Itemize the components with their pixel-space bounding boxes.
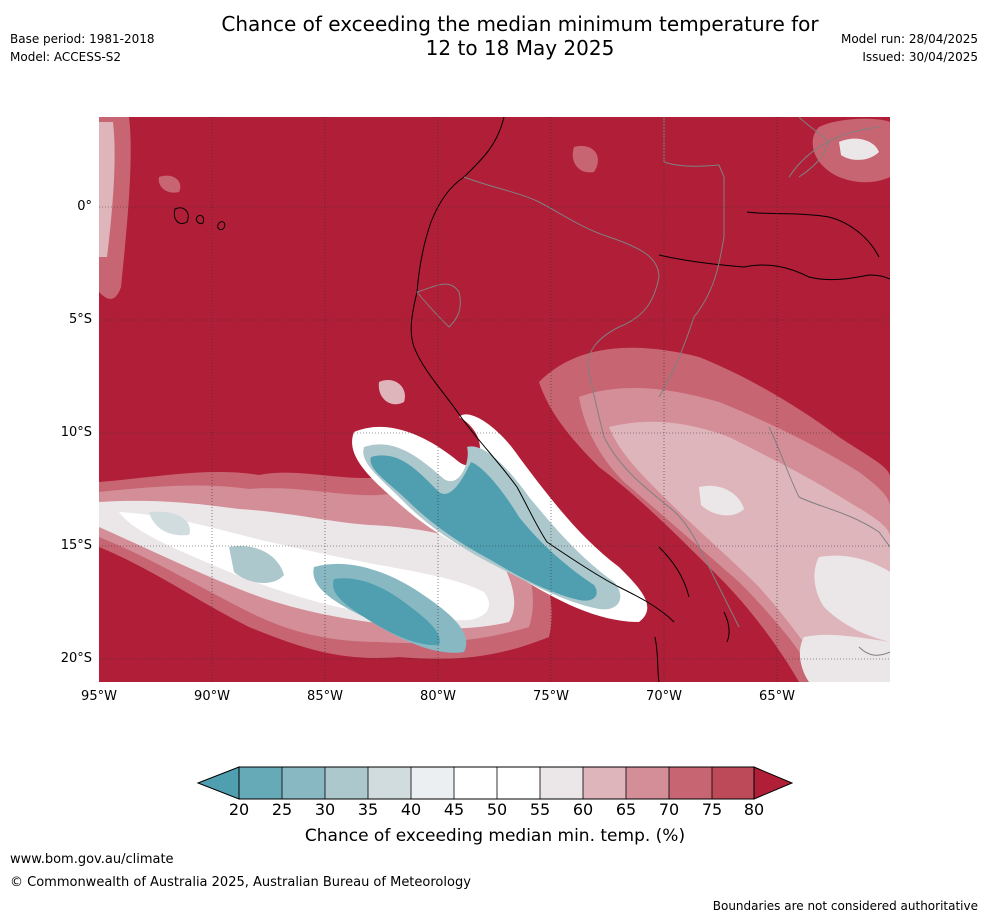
lon-label-75w: 75°W [533, 689, 569, 704]
colorbar-tick-75: 75 [701, 800, 723, 819]
colorbar-bin-50-55 [497, 767, 540, 799]
border-brazil-bolivia [768, 426, 890, 548]
colorbar-frame [238, 766, 755, 800]
colorbar-tick-45: 45 [443, 800, 465, 819]
colorbar-title: Chance of exceeding median min. temp. (%… [304, 826, 686, 846]
colorbar-bin-45-50 [454, 767, 497, 799]
colorbar-bin-70-75 [669, 767, 712, 799]
amazon-river [743, 264, 890, 281]
lake-titicaca-outline [654, 546, 730, 682]
galapagos-islands [173, 207, 226, 230]
colorbar-bin-40-45 [411, 767, 454, 799]
colorbar-tick-20: 20 [228, 800, 250, 819]
south-america-coastline [410, 117, 675, 623]
map-gridlines [99, 117, 890, 682]
sw-blob-35 [229, 546, 284, 583]
colorbar-tick-55: 55 [529, 800, 551, 819]
model-name: Model: ACCESS-S2 [10, 50, 122, 64]
border-colombia-peru [463, 176, 660, 438]
lat-label-20s: 20°S [60, 651, 92, 666]
border-ecuador-peru [416, 283, 461, 328]
lon-label-95w: 95°W [81, 689, 117, 704]
colorbar-bin-75-80 [712, 767, 754, 799]
colorbar-tick-50: 50 [486, 800, 508, 819]
colorbar-tick-65: 65 [615, 800, 637, 819]
colorbar-tick-40: 40 [400, 800, 422, 819]
colorbar-bin-25-30 [282, 767, 325, 799]
forecast-map [99, 117, 890, 682]
issued-date: Issued: 30/04/2025 [862, 50, 978, 64]
colorbar-tick-25: 25 [271, 800, 293, 819]
galapagos-patch-70 [158, 175, 181, 193]
title-line-2: 12 to 18 May 2025 [425, 36, 615, 60]
border-paraguay [858, 646, 890, 656]
ne-blob-55 [839, 138, 879, 160]
lon-label-70w: 70°W [646, 689, 682, 704]
colorbar-dividers [281, 767, 713, 799]
west-edge-60 [99, 122, 115, 257]
border-peru-bolivia [603, 436, 740, 628]
lat-label-5s: 5°S [68, 312, 92, 327]
meta-right: Model run: 28/04/2025 Issued: 30/04/2025 [841, 30, 978, 66]
coastal-band-20 [370, 455, 597, 601]
lat-label-10s: 10°S [60, 425, 92, 440]
colorbar-tick-30: 30 [314, 800, 336, 819]
colorbar-bin-55-60 [540, 767, 583, 799]
footer-url[interactable]: www.bom.gov.au/climate [10, 852, 174, 867]
southeast-area-55 [799, 634, 890, 682]
colorbar-tick-70: 70 [658, 800, 680, 819]
colorbar-bin-35-40 [368, 767, 411, 799]
colorbar [196, 766, 794, 800]
sw-blob-20 [333, 578, 440, 646]
colorbar-bin-60-65 [583, 767, 626, 799]
east-blob-55 [699, 485, 744, 516]
footer-copyright: © Commonwealth of Australia 2025, Austra… [10, 875, 471, 890]
lat-label-15s: 15°S [60, 538, 92, 553]
model-run: Model run: 28/04/2025 [840, 32, 978, 46]
footer-disclaimer: Boundaries are not considered authoritat… [712, 899, 978, 913]
border-venezuela [788, 117, 880, 178]
offshore-patch-60 [378, 379, 405, 405]
north-patch-70 [572, 146, 598, 173]
colorbar-bin-30-35 [325, 767, 368, 799]
meta-left: Base period: 1981-2018 Model: ACCESS-S2 [10, 30, 155, 66]
colorbar-bin-20-25 [239, 767, 282, 799]
lon-label-80w: 80°W [420, 689, 456, 704]
colorbar-bin-65-70 [626, 767, 669, 799]
colorbar-lower-extend [196, 766, 240, 800]
lon-label-90w: 90°W [194, 689, 230, 704]
title-line-1: Chance of exceeding the median minimum t… [221, 12, 819, 36]
border-brazil-north [658, 117, 725, 398]
colorbar-tick-60: 60 [572, 800, 594, 819]
east-area-60 [609, 421, 890, 682]
river-segment [658, 211, 880, 268]
colorbar-tick-80: 80 [743, 800, 765, 819]
colorbar-tick-35: 35 [357, 800, 379, 819]
base-period: Base period: 1981-2018 [10, 32, 155, 46]
map-title: Chance of exceeding the median minimum t… [160, 12, 880, 60]
lon-label-85w: 85°W [307, 689, 343, 704]
sw-blob-40 [149, 511, 190, 536]
east-area-55 [814, 555, 890, 642]
lon-label-65w: 65°W [759, 689, 795, 704]
lat-label-0: 0° [77, 199, 92, 214]
colorbar-upper-extend [753, 766, 794, 800]
